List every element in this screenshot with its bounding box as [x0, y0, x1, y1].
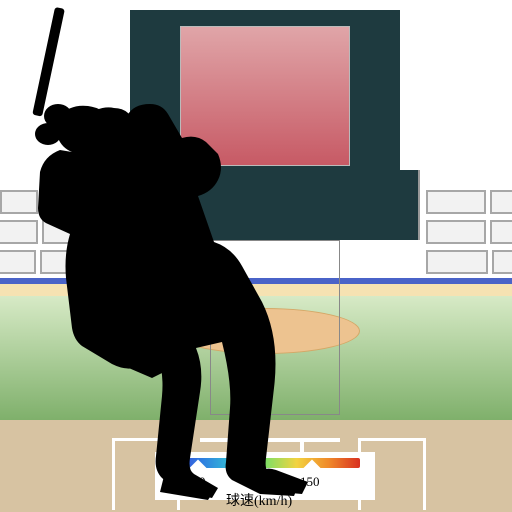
stand-box	[490, 220, 512, 244]
stand-box	[426, 220, 486, 244]
stand-box	[42, 220, 102, 244]
pitch-chart-stage: 100 150 球速(km/h)	[0, 0, 512, 512]
stand-box	[42, 190, 102, 214]
stand-box	[0, 190, 38, 214]
plate-front-line	[200, 438, 340, 442]
stand-box	[0, 220, 38, 244]
legend-label: 球速(km/h)	[226, 490, 292, 510]
legend-tick-100: 100	[186, 474, 206, 490]
stand-box	[492, 250, 512, 274]
legend-tick-150: 150	[300, 474, 320, 490]
scoreboard-heat-rect	[180, 26, 350, 166]
stand-box	[490, 190, 512, 214]
scoreboard-lower	[110, 170, 420, 240]
stand-box	[426, 250, 488, 274]
stand-box	[40, 250, 102, 274]
strike-zone-outline	[210, 240, 340, 415]
stand-box	[426, 190, 486, 214]
stand-box	[0, 250, 36, 274]
